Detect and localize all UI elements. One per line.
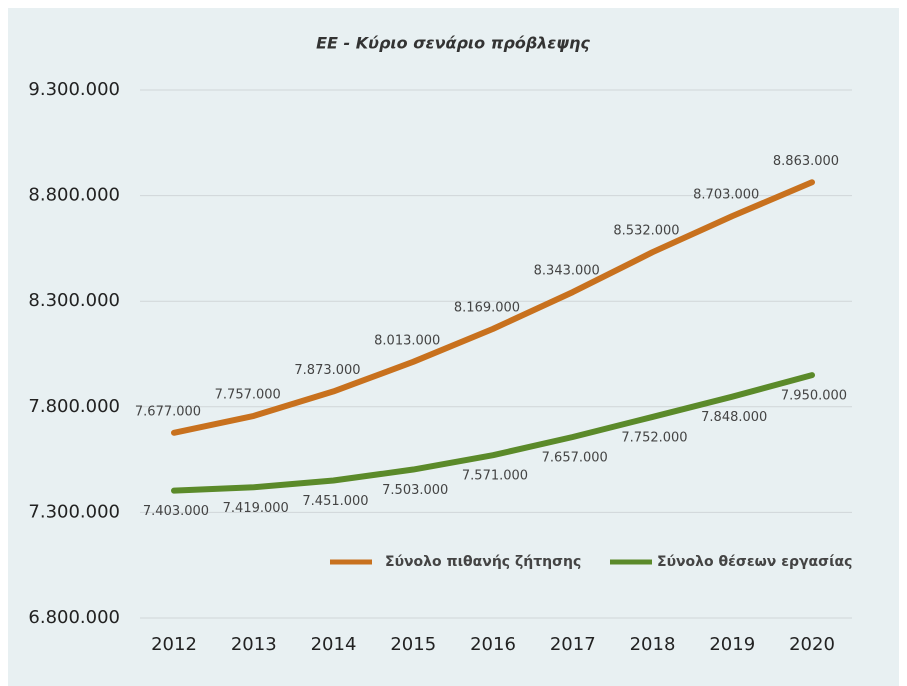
data-label: 8.703.000 [693,188,759,203]
x-tick-label: 2017 [550,634,596,655]
data-label: 8.343.000 [534,264,600,279]
data-label: 7.677.000 [135,404,201,419]
data-label: 7.873.000 [294,363,360,378]
chart-title: ΕΕ - Κύριο σενάριο πρόβλεψης [316,34,590,53]
y-tick-label: 7.300.000 [28,501,120,522]
data-label: 7.950.000 [781,389,847,404]
data-label: 7.657.000 [542,451,608,466]
data-label: 8.169.000 [454,300,520,315]
data-label: 7.403.000 [143,504,209,519]
x-tick-label: 2014 [311,634,357,655]
line [171,372,815,494]
x-tick-label: 2016 [470,634,516,655]
x-tick-label: 2013 [231,634,277,655]
y-tick-label: 8.300.000 [28,290,120,311]
data-label: 7.757.000 [215,387,281,402]
legend-label: Σύνολο θέσεων εργασίας [657,554,852,570]
data-label: 8.013.000 [374,333,440,348]
data-label: 7.752.000 [621,430,687,445]
data-label: 7.848.000 [701,410,767,425]
y-tick-label: 8.800.000 [28,185,120,206]
data-label: 8.863.000 [773,154,839,169]
line [171,179,815,436]
data-label: 8.532.000 [613,224,679,239]
x-tick-label: 2019 [709,634,755,655]
x-tick-label: 2012 [151,634,197,655]
x-tick-label: 2020 [789,634,835,655]
legend-label: Σύνολο πιθανής ζήτησης [385,554,581,570]
y-tick-label: 6.800.000 [28,607,120,628]
y-tick-label: 9.300.000 [28,79,120,100]
data-label: 7.419.000 [223,501,289,516]
data-label: 7.503.000 [382,483,448,498]
data-label: 7.571.000 [462,469,528,484]
y-tick-label: 7.800.000 [28,396,120,417]
x-tick-label: 2018 [630,634,676,655]
x-tick-label: 2015 [390,634,436,655]
data-label: 7.451.000 [302,494,368,509]
